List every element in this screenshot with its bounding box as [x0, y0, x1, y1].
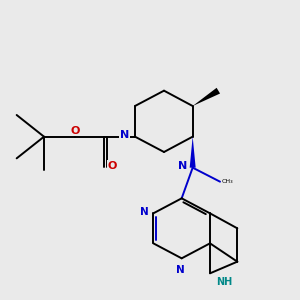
Text: O: O [108, 161, 117, 171]
Text: O: O [70, 126, 80, 136]
Text: CH₃: CH₃ [222, 179, 234, 184]
Text: N: N [140, 207, 148, 217]
Polygon shape [193, 88, 220, 106]
Text: N: N [178, 161, 188, 171]
Text: NH: NH [216, 277, 232, 287]
Polygon shape [190, 137, 196, 168]
Text: N: N [176, 265, 184, 275]
Text: N: N [120, 130, 129, 140]
